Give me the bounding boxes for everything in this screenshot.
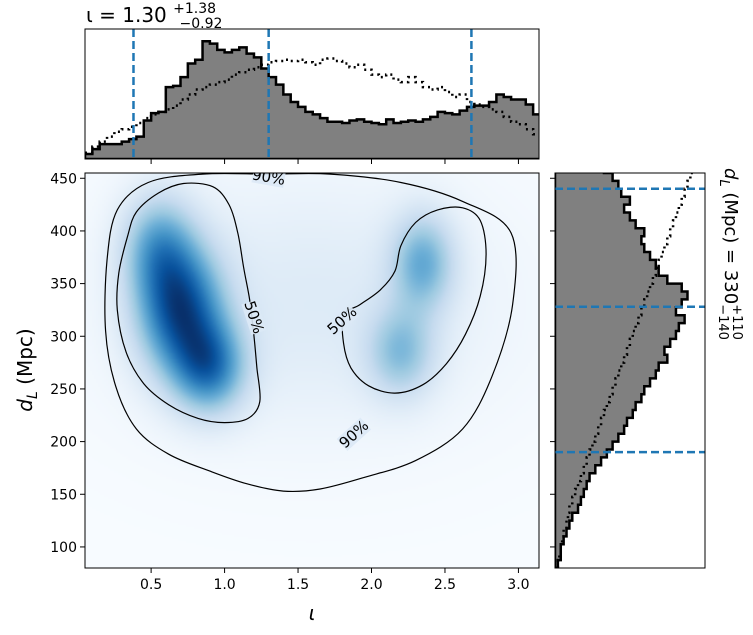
dl-title-subnum: −140 — [715, 304, 730, 340]
right-marginal-panel: dL (Mpc) = 330+110−140 — [550, 168, 744, 569]
top-prior-histogram — [85, 57, 539, 155]
iota-title-sup: +1.38 — [173, 1, 216, 17]
ytick-label-5: 350 — [50, 277, 77, 293]
xtick-label-3: 2.0 — [360, 577, 382, 593]
ytick-label-2: 200 — [50, 435, 77, 451]
ytick-label-6: 400 — [50, 224, 77, 240]
ytick-label-7: 450 — [50, 171, 77, 187]
y-axis-label-sub: L — [25, 391, 41, 399]
dl-title-sub: L — [716, 179, 731, 186]
dl-title: dL (Mpc) = 330+110−140 — [715, 168, 744, 340]
right-axes-frame — [554, 172, 706, 569]
x-axis-label: ι — [309, 601, 316, 625]
right-prior-histogram — [556, 173, 695, 568]
contour-label-bg-2 — [324, 303, 360, 338]
right-posterior-histogram — [555, 173, 689, 568]
joint-yticks: 100 150 200 250 300 350 400 450 — [50, 171, 85, 556]
joint-panel: 90%50% 50%90% 0.5 1.0 1.5 2.0 2.5 3.0 10015020… — [13, 171, 540, 625]
top-axes-frame — [84, 28, 540, 160]
right-yticks — [550, 177, 555, 548]
contour-90 — [104, 173, 517, 493]
xtick-label-0: 0.5 — [140, 577, 162, 593]
ytick-label-3: 250 — [50, 382, 77, 398]
xtick-label-2: 1.5 — [287, 577, 309, 593]
contour-label-bg-3 — [336, 417, 372, 451]
iota-title-sub: −0.92 — [180, 16, 223, 32]
xtick-label-5: 3.0 — [507, 577, 529, 593]
contour-50-right — [341, 206, 487, 394]
top-marginal-panel: ι = 1.30 +1.38 −0.92 — [84, 0, 540, 164]
dl-title-mid: (Mpc) = 330 — [720, 187, 741, 305]
xtick-label-1: 1.0 — [213, 577, 235, 593]
dl-title-sup: +110 — [729, 304, 744, 340]
ytick-label-4: 300 — [50, 329, 77, 345]
joint-xticks: 0.5 1.0 1.5 2.0 2.5 3.0 — [140, 568, 530, 593]
y-axis-label-unit: (Mpc) — [13, 328, 37, 391]
contour-label-bg-1 — [241, 299, 267, 335]
density-heatmap — [85, 173, 539, 568]
contour-50-left — [116, 182, 261, 424]
xtick-label-4: 2.5 — [434, 577, 456, 593]
top-xticks — [150, 159, 519, 164]
top-quantile-lines — [132, 29, 473, 159]
top-posterior-histogram — [85, 39, 539, 159]
right-quantile-lines — [555, 187, 705, 454]
iota-title: ι = 1.30 +1.38 −0.92 — [86, 0, 222, 32]
ytick-label-1: 150 — [50, 487, 77, 503]
ytick-label-0: 100 — [50, 540, 77, 556]
joint-axes-frame — [84, 172, 540, 569]
y-axis-label: dL (Mpc) — [13, 328, 41, 411]
contour-label-bg-0 — [251, 173, 286, 188]
